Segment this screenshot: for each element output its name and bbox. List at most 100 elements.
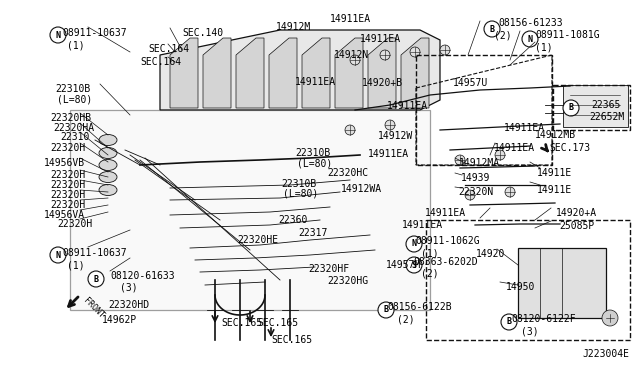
Text: 14911EA: 14911EA (368, 149, 409, 159)
Ellipse shape (99, 160, 117, 170)
Text: SEC.165: SEC.165 (257, 318, 298, 328)
Text: SEC.173: SEC.173 (549, 143, 590, 153)
Text: SEC.140: SEC.140 (182, 28, 223, 38)
Circle shape (345, 125, 355, 135)
Ellipse shape (99, 171, 117, 183)
Text: 22310B: 22310B (281, 179, 316, 189)
Circle shape (563, 100, 579, 116)
Ellipse shape (99, 135, 117, 145)
Bar (416, 55, 552, 165)
Circle shape (88, 271, 104, 287)
Circle shape (380, 50, 390, 60)
Text: N: N (56, 31, 61, 39)
Text: 08120-61633: 08120-61633 (110, 271, 175, 281)
Polygon shape (335, 38, 363, 108)
Text: 22360: 22360 (278, 215, 307, 225)
Text: (1): (1) (421, 248, 438, 258)
Text: 14956VA: 14956VA (44, 210, 85, 220)
Circle shape (378, 302, 394, 318)
Text: 22320HA: 22320HA (53, 123, 94, 133)
Polygon shape (203, 38, 231, 108)
Text: 08911-10637: 08911-10637 (62, 28, 127, 38)
Circle shape (501, 314, 517, 330)
Text: 22310B: 22310B (295, 148, 330, 158)
Circle shape (440, 45, 450, 55)
Text: (3): (3) (521, 326, 539, 336)
Ellipse shape (99, 185, 117, 196)
Text: 14920+A: 14920+A (556, 208, 597, 218)
Text: B: B (490, 25, 495, 33)
Text: S: S (412, 260, 417, 269)
Text: 14939: 14939 (461, 173, 490, 183)
Text: 22320HC: 22320HC (327, 168, 368, 178)
Text: 08156-6122B: 08156-6122B (387, 302, 452, 312)
Polygon shape (160, 30, 440, 110)
Text: 14920+B: 14920+B (362, 78, 403, 88)
Polygon shape (236, 38, 264, 108)
Text: N: N (412, 240, 417, 248)
Circle shape (455, 155, 465, 165)
Text: (L=80): (L=80) (297, 158, 332, 168)
Text: 22320HG: 22320HG (327, 276, 368, 286)
Text: (1): (1) (67, 40, 84, 50)
Text: 22320HE: 22320HE (237, 235, 278, 245)
Circle shape (495, 150, 505, 160)
Text: 14911EA: 14911EA (402, 220, 443, 230)
Text: 22320HB: 22320HB (50, 113, 91, 123)
Text: 14911EA: 14911EA (504, 123, 545, 133)
Text: 22320H: 22320H (50, 143, 85, 153)
Text: (2): (2) (494, 30, 511, 40)
Text: 14911EA: 14911EA (360, 34, 401, 44)
Bar (518, 248, 606, 318)
Text: 14912MA: 14912MA (459, 158, 500, 168)
Circle shape (385, 120, 395, 130)
Text: N: N (527, 35, 532, 44)
Text: 14962P: 14962P (102, 315, 137, 325)
Text: 22320N: 22320N (458, 187, 493, 197)
Polygon shape (170, 38, 198, 108)
Circle shape (602, 310, 618, 326)
Text: 22317: 22317 (298, 228, 328, 238)
Text: 22365: 22365 (591, 100, 620, 110)
Circle shape (522, 31, 538, 47)
Text: 08363-6202D: 08363-6202D (413, 257, 477, 267)
Text: N: N (56, 250, 61, 260)
Text: 22320HF: 22320HF (308, 264, 349, 274)
Circle shape (50, 247, 66, 263)
Text: SEC.164: SEC.164 (140, 57, 181, 67)
Text: 14912WA: 14912WA (341, 184, 382, 194)
Text: 08911-10637: 08911-10637 (62, 248, 127, 258)
Text: 14912MB: 14912MB (535, 130, 576, 140)
Text: 25085P: 25085P (559, 221, 595, 231)
Text: (3): (3) (120, 283, 138, 293)
Text: 22320HD: 22320HD (108, 300, 149, 310)
Text: (2): (2) (397, 314, 415, 324)
Text: 14911EA: 14911EA (425, 208, 466, 218)
Text: SEC.165: SEC.165 (221, 318, 262, 328)
Circle shape (410, 47, 420, 57)
Text: 22320H: 22320H (50, 190, 85, 200)
Circle shape (505, 187, 515, 197)
Circle shape (406, 236, 422, 252)
Circle shape (484, 21, 500, 37)
Ellipse shape (99, 148, 117, 158)
Text: 22652M: 22652M (589, 112, 624, 122)
Text: SEC.165: SEC.165 (271, 335, 312, 345)
Text: (2): (2) (421, 269, 438, 279)
Polygon shape (368, 38, 396, 108)
Text: 22310B: 22310B (55, 84, 90, 94)
Text: (L=80): (L=80) (57, 94, 92, 104)
Text: 22320H: 22320H (57, 219, 92, 229)
Polygon shape (401, 38, 429, 108)
Text: 14912N: 14912N (334, 50, 369, 60)
Text: (1): (1) (535, 42, 552, 52)
Text: 08120-6122F: 08120-6122F (511, 314, 575, 324)
Text: (L=80): (L=80) (283, 189, 318, 199)
Circle shape (406, 257, 422, 273)
Text: J223004E: J223004E (582, 349, 629, 359)
Bar (553, 85, 630, 130)
Circle shape (350, 55, 360, 65)
Text: B: B (568, 103, 573, 112)
Text: 14911EA: 14911EA (494, 143, 535, 153)
Text: 14912M: 14912M (276, 22, 311, 32)
